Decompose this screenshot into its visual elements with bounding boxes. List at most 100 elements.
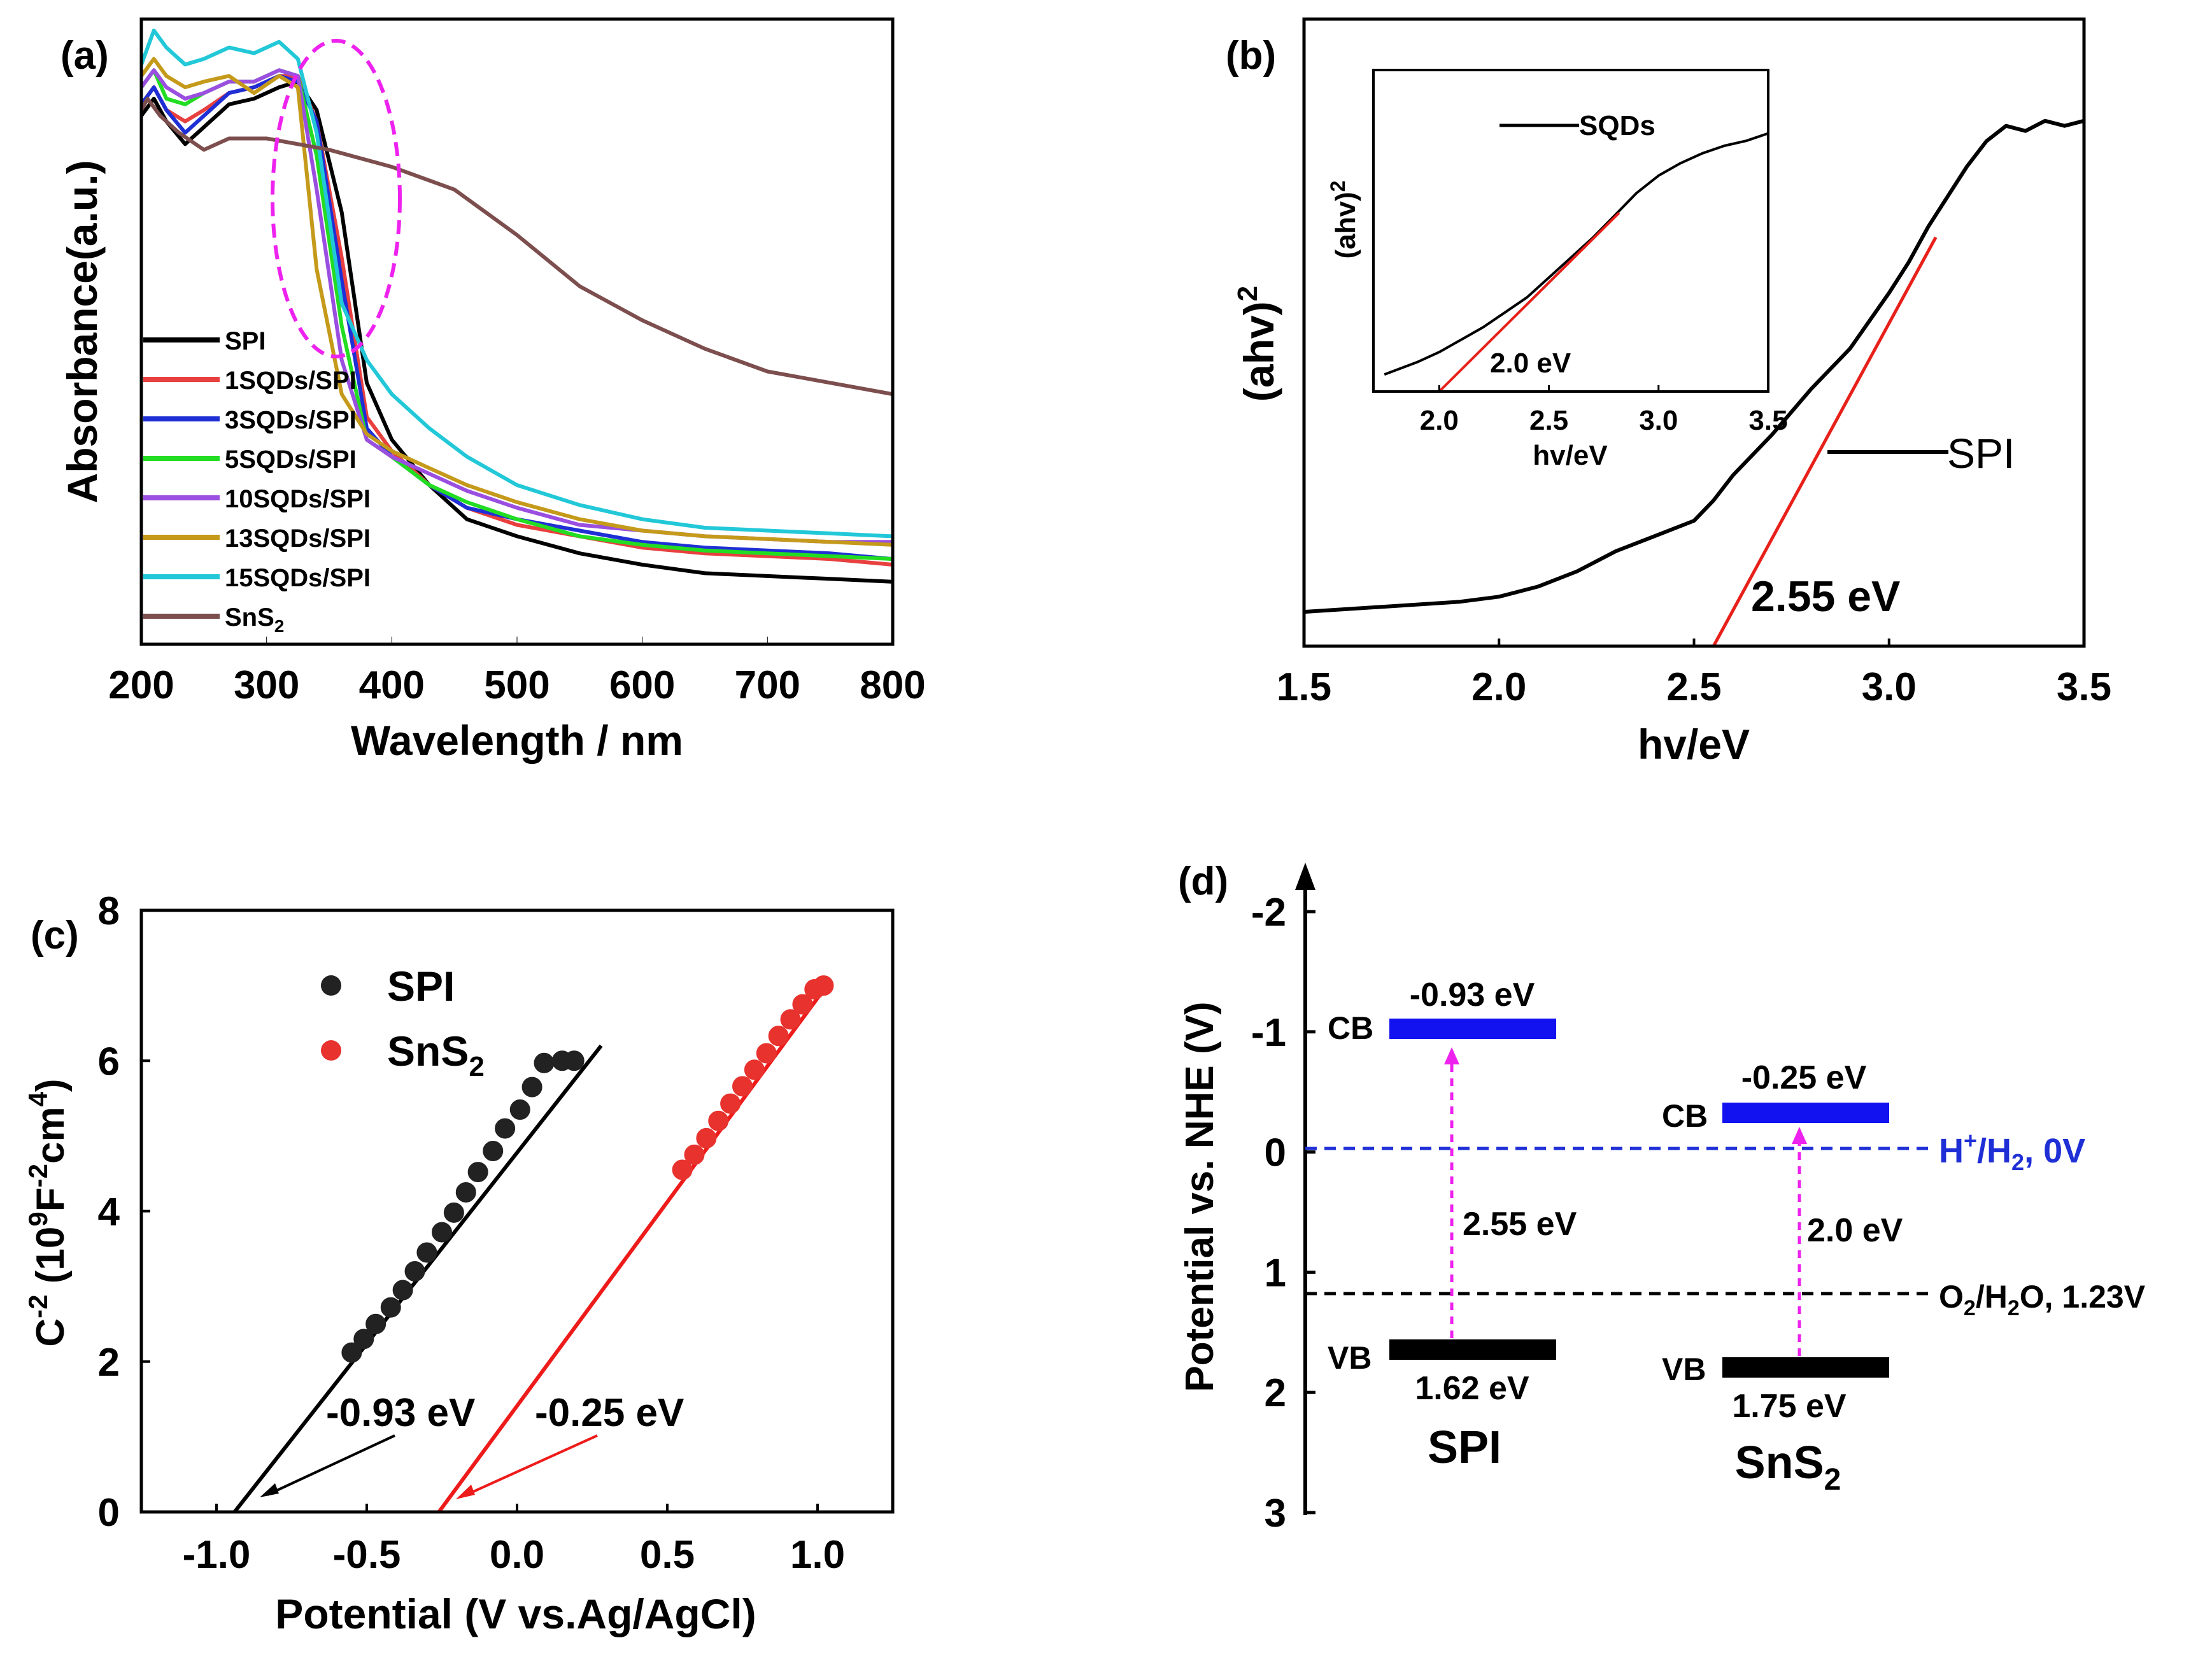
panel-b-y-axis-label: (ahv)2 <box>1232 286 1282 402</box>
panel-c-annotation-spi: -0.93 eV <box>326 1391 475 1435</box>
spi-vb-bar <box>1389 1339 1556 1360</box>
inset-x-tick-label: 3.0 <box>1639 405 1678 436</box>
panel-b-label: (b) <box>1226 34 1276 78</box>
d-y-tick-label: 0 <box>1265 1131 1286 1175</box>
c-y-tick-label: 2 <box>98 1341 120 1385</box>
legend-label-sub: 2 <box>274 616 285 636</box>
y-label-part-7: 4 <box>23 1091 53 1106</box>
spi-vb-label: VB <box>1328 1340 1372 1376</box>
panel-c-annotation-arrow-spi <box>267 1434 395 1496</box>
data-point-sns2 <box>708 1110 729 1131</box>
inset-x-tick-label: 2.0 <box>1420 405 1459 436</box>
absorbance-curve-1 <box>139 74 893 567</box>
legend-label-main: 5SQDs/SPI <box>225 446 357 474</box>
panel-a-legend: SPI 1SQDs/SPI 3SQDs/SPI 5SQDs/SPI 10SQDs/SPI… <box>143 327 371 636</box>
y-label-part-5: -2 <box>23 1164 53 1187</box>
data-point-spi <box>404 1261 425 1281</box>
spi-cb-value: -0.93 eV <box>1410 977 1535 1013</box>
a-x-tick-label: 800 <box>860 663 925 707</box>
data-point-spi <box>353 1329 374 1350</box>
data-point-sns2 <box>744 1059 765 1080</box>
tauc-fit-line-sqds <box>1438 212 1620 393</box>
c-x-tick-label: 1.0 <box>790 1533 845 1577</box>
y-label-part-2: (10 <box>29 1227 73 1295</box>
b-x-tick-label: 2.5 <box>1666 665 1721 709</box>
panel-c-frame <box>139 908 895 1514</box>
data-point-spi <box>443 1202 464 1223</box>
data-point-sns2 <box>756 1043 777 1064</box>
legend-label-1: 1SQDs/SPI <box>225 367 357 395</box>
d-y-tick-label: -1 <box>1251 1011 1286 1055</box>
absorbance-curve-2 <box>139 74 893 561</box>
legend-label-main: 1SQDs/SPI <box>225 367 357 395</box>
panel-b-inset-legend-label: SQDs <box>1579 110 1655 141</box>
o2-label-main: O <box>1939 1279 1964 1315</box>
panel-c-legend-label-sns2: SnS2 <box>387 1027 485 1082</box>
legend-label-main: 15SQDs/SPI <box>225 564 371 592</box>
legend-label-3: 5SQDs/SPI <box>225 446 357 474</box>
panel-a: (a) 200 300 400 500 600 700 800 SPI 1SQDs/SPI 3S… <box>59 17 926 764</box>
h2-label-tail: , 0V <box>2024 1132 2085 1170</box>
data-point-sns2 <box>672 1159 693 1180</box>
data-point-spi <box>467 1162 488 1183</box>
spi-gap-value: 2.55 eV <box>1463 1206 1577 1243</box>
data-point-spi <box>564 1050 585 1071</box>
panel-b-annotation: 2.55 eV <box>1751 572 1900 621</box>
data-point-sns2 <box>696 1127 717 1148</box>
data-point-spi <box>483 1141 504 1161</box>
panel-b-x-axis-label: hv/eV <box>1638 721 1750 768</box>
data-point-spi <box>392 1280 413 1301</box>
panel-d-y-ticks: -2 -1 0 1 2 3 <box>1251 891 1315 1535</box>
c-x-tick-label: -1.0 <box>183 1533 251 1577</box>
inset-x-tick-label: 2.5 <box>1529 405 1568 436</box>
sns2-name: SnS2 <box>1735 1437 1841 1497</box>
legend-label-4: 10SQDs/SPI <box>225 485 371 513</box>
sns2-name-sub: 2 <box>1824 1463 1841 1497</box>
h2-reference-label: H+/H2, 0V <box>1939 1127 2085 1175</box>
absorbance-curve-5 <box>139 57 893 547</box>
tauc-fit-line-spi <box>1712 236 1938 647</box>
y-label-part-1: -2 <box>23 1294 53 1318</box>
data-point-spi <box>521 1077 542 1098</box>
spi-gap-arrowhead <box>1444 1047 1459 1064</box>
panel-c-series <box>232 975 834 1513</box>
sns2-gap-value: 2.0 eV <box>1807 1212 1903 1249</box>
a-x-tick-label: 300 <box>234 663 299 707</box>
panel-c-annotation-arrowhead-sns2 <box>456 1485 475 1499</box>
y-label-part-8: ) <box>29 1078 73 1092</box>
o2-label-rest: /H <box>1976 1279 2008 1315</box>
data-point-sns2 <box>813 975 834 996</box>
h2-label-main: H <box>1939 1132 1964 1170</box>
panel-b-inset-y-axis-label-sup: 2 <box>1326 181 1349 192</box>
d-y-tick-label: 2 <box>1265 1371 1286 1415</box>
absorbance-curve-6 <box>139 28 893 539</box>
sns2-vb-bar <box>1722 1357 1889 1378</box>
panel-b-inset-annotation: 2.0 eV <box>1490 348 1571 379</box>
data-point-sns2 <box>792 994 813 1015</box>
data-point-sns2 <box>732 1076 753 1097</box>
sns2-cb-bar <box>1722 1103 1889 1123</box>
spi-vb-value: 1.62 eV <box>1415 1370 1529 1407</box>
data-point-spi <box>495 1118 516 1139</box>
sns2-gap-arrowhead <box>1792 1127 1807 1144</box>
panel-c-y-ticks: 0 2 4 6 8 <box>98 889 150 1535</box>
sns2-name-main: SnS <box>1735 1437 1824 1488</box>
legend-label-main: SnS <box>225 604 274 632</box>
panel-b-y-axis-label-sup: 2 <box>1232 286 1263 301</box>
panel-d-y-axis-arrowhead <box>1295 863 1315 890</box>
spi-cb-label: CB <box>1328 1010 1373 1046</box>
panel-c-legend-label-sns2-sub: 2 <box>469 1051 484 1082</box>
panel-b: (b) 1.5 2.0 2.5 3.0 3.5 hv/eV (ahv)2 2.55 eV… <box>1226 17 2111 768</box>
h2-label-rest: /H <box>1977 1132 2011 1170</box>
panel-c-x-axis-label: Potential (V vs.Ag/AgCl) <box>275 1590 756 1637</box>
y-label-part-4: F <box>29 1187 73 1211</box>
h2-label-sub: 2 <box>2011 1149 2024 1175</box>
a-x-tick-label: 700 <box>735 663 800 707</box>
tauc-curve-sqds <box>1384 132 1769 376</box>
panel-b-inset-frame <box>1372 69 1769 393</box>
a-x-tick-label: 400 <box>359 663 425 707</box>
panel-b-inset-y-axis-label-main: (ahv) <box>1330 192 1361 258</box>
panel-b-legend-label: SPI <box>1947 430 2015 477</box>
c-x-tick-label: 0.5 <box>640 1533 695 1577</box>
panel-a-y-axis-label: Absorbance(a.u.) <box>59 160 106 503</box>
